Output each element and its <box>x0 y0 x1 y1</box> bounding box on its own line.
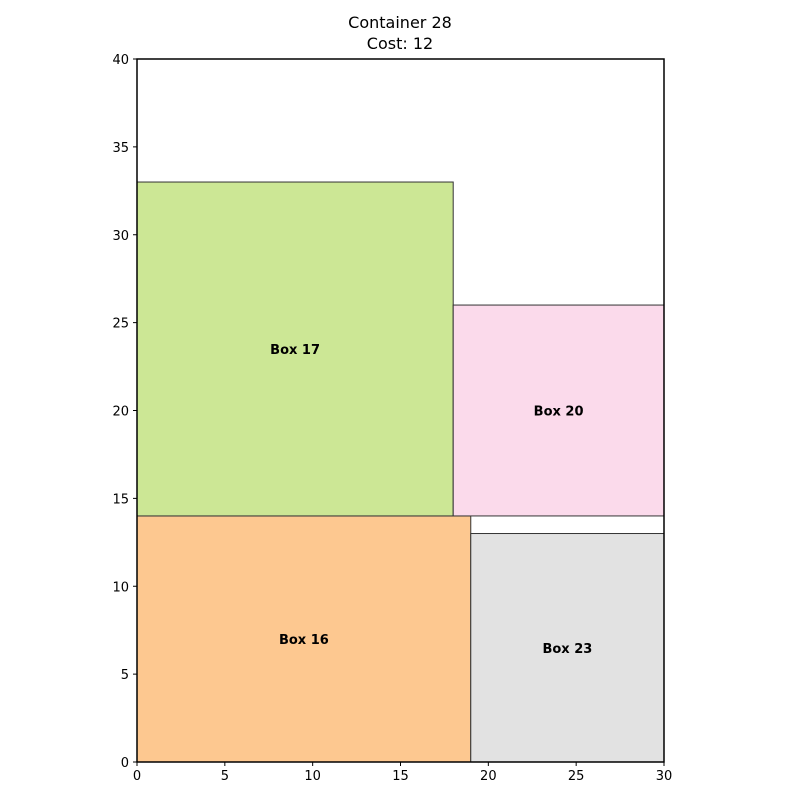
box-rect-box-16 <box>136 515 472 763</box>
box-rect-box-23 <box>470 533 665 763</box>
box-label: Box 23 <box>542 642 592 657</box>
x-tick-label: 20 <box>480 769 497 784</box>
chart-title: Container 28 <box>348 13 452 32</box>
box-label: Box 17 <box>270 343 320 358</box>
x-tick-label: 5 <box>221 769 229 784</box>
y-tick-label: 20 <box>112 405 129 420</box>
y-tick-label: 35 <box>112 141 129 156</box>
box-labels-layer: Box 16 Box 23 Box 17 Box 20 <box>270 343 592 657</box>
box-label: Box 20 <box>534 405 584 420</box>
box-label: Box 16 <box>279 633 329 648</box>
y-tick-label: 25 <box>112 317 129 332</box>
y-tick-label: 10 <box>112 580 129 595</box>
box-rect-box-20 <box>452 304 665 517</box>
x-axis: 0 5 10 15 20 25 30 <box>133 762 672 784</box>
x-tick-label: 0 <box>133 769 141 784</box>
y-tick-label: 0 <box>121 756 129 771</box>
x-tick-label: 10 <box>304 769 321 784</box>
chart-subtitle: Cost: 12 <box>367 34 433 53</box>
x-tick-label: 15 <box>392 769 409 784</box>
y-tick-label: 15 <box>112 492 129 507</box>
y-tick-label: 30 <box>112 229 129 244</box>
boxes-layer <box>136 181 665 763</box>
x-tick-label: 25 <box>568 769 585 784</box>
box-rect-box-17 <box>136 181 454 517</box>
x-tick-label: 30 <box>656 769 673 784</box>
y-axis: 0 5 10 15 20 25 30 35 40 <box>112 53 137 771</box>
y-tick-label: 40 <box>112 53 129 68</box>
y-tick-label: 5 <box>121 668 129 683</box>
